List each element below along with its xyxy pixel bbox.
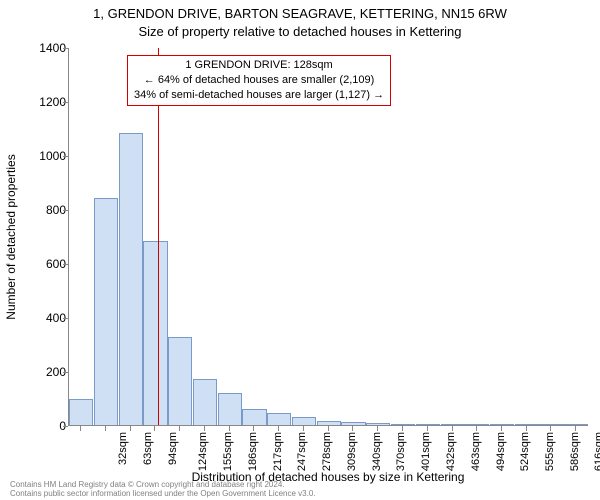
y-tick-label: 0 bbox=[16, 420, 66, 432]
x-tick-label: 309sqm bbox=[346, 432, 358, 471]
annotation-box: 1 GRENDON DRIVE: 128sqm ← 64% of detache… bbox=[127, 55, 391, 106]
x-tick-label: 217sqm bbox=[272, 432, 284, 471]
histogram-bar bbox=[168, 337, 193, 425]
histogram-bar bbox=[465, 424, 490, 425]
x-tick-mark bbox=[204, 426, 205, 431]
x-tick-mark bbox=[550, 426, 551, 431]
histogram-bar bbox=[267, 413, 292, 425]
x-tick-mark bbox=[253, 426, 254, 431]
histogram-bar bbox=[69, 399, 94, 425]
y-tick-label: 1200 bbox=[16, 96, 66, 108]
y-tick-mark bbox=[63, 426, 68, 427]
x-tick-mark bbox=[303, 426, 304, 431]
x-tick-mark bbox=[80, 426, 81, 431]
histogram-bar bbox=[119, 133, 144, 425]
y-tick-mark bbox=[63, 102, 68, 103]
x-tick-mark bbox=[476, 426, 477, 431]
annotation-line1: 1 GRENDON DRIVE: 128sqm bbox=[134, 58, 384, 73]
x-tick-mark bbox=[377, 426, 378, 431]
x-tick-label: 32sqm bbox=[117, 432, 129, 465]
x-tick-mark bbox=[352, 426, 353, 431]
y-tick-mark bbox=[63, 318, 68, 319]
x-tick-mark bbox=[402, 426, 403, 431]
y-tick-label: 1000 bbox=[16, 150, 66, 162]
y-tick-mark bbox=[63, 210, 68, 211]
histogram-bar bbox=[242, 409, 267, 425]
x-tick-mark bbox=[427, 426, 428, 431]
footer-line2: Contains public sector information licen… bbox=[10, 489, 316, 498]
x-tick-label: 94sqm bbox=[167, 432, 179, 465]
histogram-bar bbox=[341, 422, 366, 425]
y-tick-label: 600 bbox=[16, 258, 66, 270]
x-tick-label: 278sqm bbox=[321, 432, 333, 471]
footer-attribution: Contains HM Land Registry data © Crown c… bbox=[10, 480, 316, 498]
histogram-bar bbox=[317, 421, 342, 425]
x-tick-label: 586sqm bbox=[569, 432, 581, 471]
y-tick-mark bbox=[63, 156, 68, 157]
y-tick-mark bbox=[63, 48, 68, 49]
x-tick-label: 63sqm bbox=[142, 432, 154, 465]
x-tick-mark bbox=[229, 426, 230, 431]
histogram-bar bbox=[490, 424, 515, 425]
x-tick-label: 247sqm bbox=[296, 432, 308, 471]
x-tick-label: 432sqm bbox=[445, 432, 457, 471]
x-tick-label: 524sqm bbox=[519, 432, 531, 471]
x-tick-label: 494sqm bbox=[495, 432, 507, 471]
x-tick-mark bbox=[130, 426, 131, 431]
x-tick-label: 463sqm bbox=[470, 432, 482, 471]
histogram-bar bbox=[564, 424, 589, 425]
y-tick-label: 1400 bbox=[16, 42, 66, 54]
x-tick-label: 155sqm bbox=[222, 432, 234, 471]
x-tick-mark bbox=[328, 426, 329, 431]
histogram-bar bbox=[193, 379, 218, 425]
histogram-bar bbox=[143, 241, 168, 425]
x-tick-mark bbox=[278, 426, 279, 431]
histogram-bar bbox=[441, 424, 466, 425]
x-tick-label: 616sqm bbox=[593, 432, 600, 471]
histogram-bar bbox=[292, 417, 317, 425]
chart-container: 1, GRENDON DRIVE, BARTON SEAGRAVE, KETTE… bbox=[0, 0, 600, 500]
x-tick-mark bbox=[575, 426, 576, 431]
footer-line1: Contains HM Land Registry data © Crown c… bbox=[10, 480, 316, 489]
histogram-bar bbox=[539, 424, 564, 425]
histogram-bar bbox=[391, 424, 416, 425]
y-tick-label: 400 bbox=[16, 312, 66, 324]
x-tick-label: 124sqm bbox=[197, 432, 209, 471]
x-tick-label: 370sqm bbox=[395, 432, 407, 471]
x-tick-mark bbox=[501, 426, 502, 431]
x-tick-label: 186sqm bbox=[247, 432, 259, 471]
y-tick-label: 200 bbox=[16, 366, 66, 378]
x-tick-label: 555sqm bbox=[544, 432, 556, 471]
y-tick-mark bbox=[63, 264, 68, 265]
x-tick-mark bbox=[105, 426, 106, 431]
x-tick-mark bbox=[154, 426, 155, 431]
histogram-bar bbox=[218, 393, 243, 425]
x-tick-mark bbox=[526, 426, 527, 431]
histogram-bar bbox=[366, 423, 391, 425]
x-tick-label: 401sqm bbox=[420, 432, 432, 471]
y-tick-mark bbox=[63, 372, 68, 373]
x-tick-mark bbox=[179, 426, 180, 431]
histogram-bar bbox=[515, 424, 540, 425]
y-tick-label: 800 bbox=[16, 204, 66, 216]
histogram-bar bbox=[416, 424, 441, 425]
histogram-bar bbox=[94, 198, 119, 425]
chart-title-line1: 1, GRENDON DRIVE, BARTON SEAGRAVE, KETTE… bbox=[0, 6, 600, 21]
annotation-line3: 34% of semi-detached houses are larger (… bbox=[134, 88, 384, 103]
x-tick-mark bbox=[452, 426, 453, 431]
chart-title-line2: Size of property relative to detached ho… bbox=[0, 24, 600, 39]
annotation-line2: ← 64% of detached houses are smaller (2,… bbox=[134, 73, 384, 88]
x-tick-label: 340sqm bbox=[371, 432, 383, 471]
